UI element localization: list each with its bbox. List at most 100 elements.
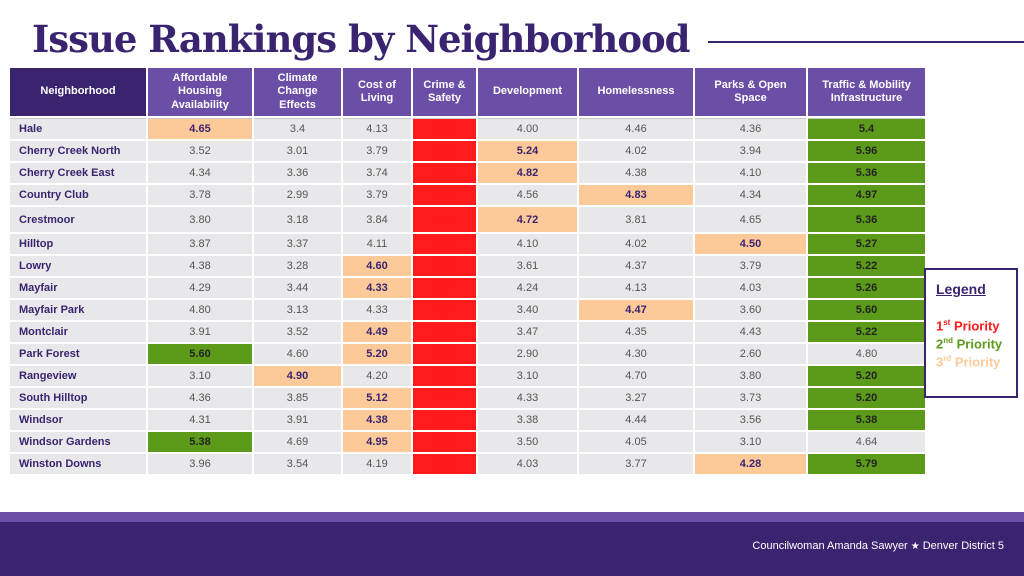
priority-3-cell: 5.20: [343, 344, 411, 364]
priority-1-cell: 6.44: [413, 454, 476, 474]
value-cell: 3.40: [478, 300, 577, 320]
value-cell: 4.65: [695, 207, 806, 232]
legend-item-priority-1: 1st Priority: [936, 318, 1000, 333]
value-cell: 3.47: [478, 322, 577, 342]
neighborhood-cell: Windsor: [10, 410, 146, 430]
value-cell: 3.79: [343, 141, 411, 161]
table-row: Lowry 4.38 3.28 4.60 6.74 3.61 4.37 3.79 5.22: [10, 256, 925, 276]
table-row: Cherry Creek North 3.52 3.01 3.79 6.52 5.24 4.…: [10, 141, 925, 161]
value-cell: 4.37: [579, 256, 693, 276]
neighborhood-cell: Montclair: [10, 322, 146, 342]
neighborhood-cell: Hilltop: [10, 234, 146, 254]
priority-1-cell: 6.74: [413, 256, 476, 276]
neighborhood-cell: Mayfair: [10, 278, 146, 298]
neighborhood-cell: Rangeview: [10, 366, 146, 386]
value-cell: 4.38: [579, 163, 693, 183]
neighborhood-cell: Hale: [10, 118, 146, 139]
value-cell: 4.33: [343, 300, 411, 320]
priority-3-cell: 4.50: [695, 234, 806, 254]
value-cell: 4.38: [148, 256, 252, 276]
priority-2-cell: 5.38: [148, 432, 252, 452]
legend-rank: 1: [936, 318, 944, 334]
priority-2-cell: 5.20: [808, 366, 925, 386]
header-climate-change: Climate Change Effects: [254, 68, 341, 116]
legend-suffix: rd: [943, 354, 952, 363]
priority-1-cell: 6.61: [413, 322, 476, 342]
priority-1-cell: 5.69: [413, 432, 476, 452]
value-cell: 4.31: [148, 410, 252, 430]
priority-2-cell: 4.97: [808, 185, 925, 205]
priority-3-cell: 4.72: [478, 207, 577, 232]
neighborhood-cell: Mayfair Park: [10, 300, 146, 320]
value-cell: 4.80: [808, 344, 925, 364]
value-cell: 4.34: [695, 185, 806, 205]
value-cell: 4.33: [478, 388, 577, 408]
priority-2-cell: 5.22: [808, 322, 925, 342]
value-cell: 2.60: [695, 344, 806, 364]
priority-3-cell: 4.38: [343, 410, 411, 430]
priority-3-cell: 4.83: [579, 185, 693, 205]
priority-2-cell: 5.38: [808, 410, 925, 430]
neighborhood-cell: Lowry: [10, 256, 146, 276]
value-cell: 4.56: [478, 185, 577, 205]
table-row: Cherry Creek East 4.34 3.36 3.74 5.90 4.82 4.3…: [10, 163, 925, 183]
value-cell: 3.81: [579, 207, 693, 232]
value-cell: 4.34: [148, 163, 252, 183]
neighborhood-cell: Crestmoor: [10, 207, 146, 232]
priority-3-cell: 4.82: [478, 163, 577, 183]
title-rule: [708, 41, 1024, 43]
table-row: Windsor Gardens 5.38 4.69 4.95 5.69 3.50 4.05 3…: [10, 432, 925, 452]
value-cell: 2.99: [254, 185, 341, 205]
value-cell: 3.73: [695, 388, 806, 408]
header-crime-safety: Crime & Safety: [413, 68, 476, 116]
priority-2-cell: 5.27: [808, 234, 925, 254]
value-cell: 4.30: [579, 344, 693, 364]
value-cell: 3.60: [695, 300, 806, 320]
neighborhood-cell: Windsor Gardens: [10, 432, 146, 452]
legend: Legend 1st Priority 2nd Priority 3rd Prior…: [924, 268, 1018, 398]
value-cell: 3.38: [478, 410, 577, 430]
value-cell: 3.87: [148, 234, 252, 254]
priority-2-cell: 5.96: [808, 141, 925, 161]
legend-item-priority-3: 3rd Priority: [936, 354, 1000, 369]
value-cell: 4.02: [579, 141, 693, 161]
value-cell: 3.84: [343, 207, 411, 232]
neighborhood-cell: Winston Downs: [10, 454, 146, 474]
header-homelessness: Homelessness: [579, 68, 693, 116]
value-cell: 4.03: [478, 454, 577, 474]
value-cell: 4.44: [579, 410, 693, 430]
value-cell: 4.80: [148, 300, 252, 320]
rankings-table: Neighborhood Affordable Housing Availabi…: [8, 66, 927, 476]
priority-3-cell: 4.33: [343, 278, 411, 298]
footer-district: Denver District 5: [922, 540, 1004, 552]
value-cell: 3.01: [254, 141, 341, 161]
value-cell: 3.77: [579, 454, 693, 474]
legend-label: Priority: [956, 336, 1003, 352]
value-cell: 3.80: [695, 366, 806, 386]
priority-2-cell: 5.22: [808, 256, 925, 276]
priority-1-cell: 6.74: [413, 185, 476, 205]
footer-text: Councilwoman Amanda Sawyer ★ Denver Distri…: [752, 540, 1004, 552]
header-row: Neighborhood Affordable Housing Availabi…: [10, 68, 925, 116]
table-row: Windsor 4.31 3.91 4.38 6.66 3.38 4.44 3.56 5.38: [10, 410, 925, 430]
table-row: Rangeview 3.10 4.90 4.20 7.00 3.10 4.70 3.80 5.2…: [10, 366, 925, 386]
value-cell: 4.05: [579, 432, 693, 452]
page-title: Issue Rankings by Neighborhood: [32, 17, 691, 61]
priority-1-cell: 6.75: [413, 234, 476, 254]
priority-3-cell: 4.90: [254, 366, 341, 386]
value-cell: 3.91: [148, 322, 252, 342]
value-cell: 3.4: [254, 118, 341, 139]
value-cell: 4.35: [579, 322, 693, 342]
neighborhood-cell: Park Forest: [10, 344, 146, 364]
priority-3-cell: 4.60: [343, 256, 411, 276]
priority-2-cell: 5.36: [808, 163, 925, 183]
value-cell: 4.00: [478, 118, 577, 139]
value-cell: 4.13: [579, 278, 693, 298]
priority-1-cell: 7.00: [413, 366, 476, 386]
value-cell: 4.60: [254, 344, 341, 364]
table-body: Hale 4.65 3.4 4.13 5.61 4.00 4.46 4.36 5.4 Cherry…: [10, 118, 925, 474]
header-development: Development: [478, 68, 577, 116]
table-row: Hilltop 3.87 3.37 4.11 6.75 4.10 4.02 4.50 5.27: [10, 234, 925, 254]
value-cell: 2.90: [478, 344, 577, 364]
priority-3-cell: 4.65: [148, 118, 252, 139]
